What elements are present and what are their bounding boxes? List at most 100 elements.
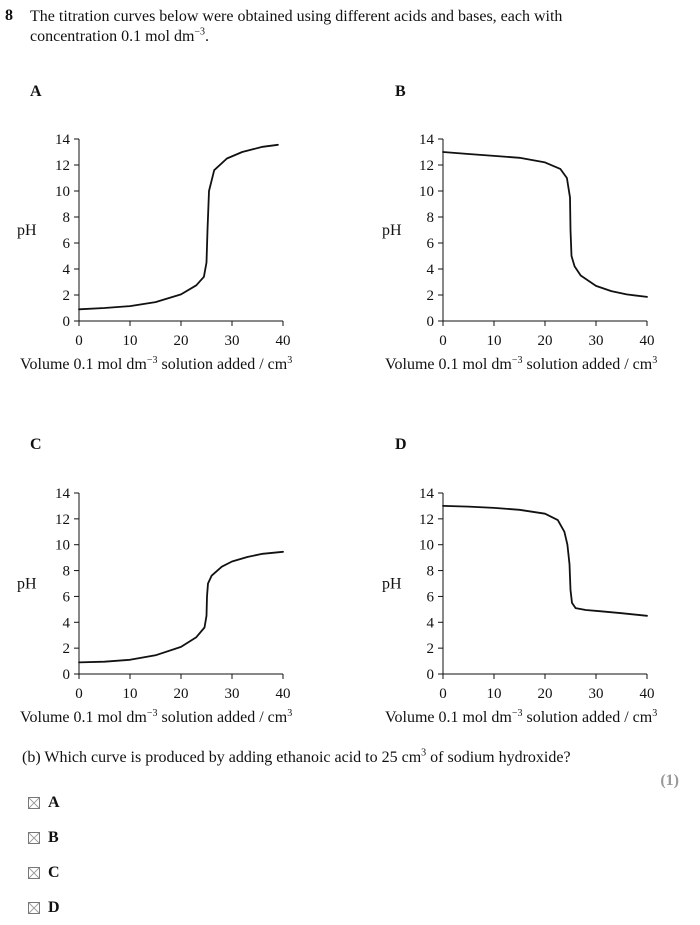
intro-line-1: The titration curves below were obtained… bbox=[30, 8, 563, 25]
y-tick-label: 0 bbox=[427, 314, 435, 330]
chart-a: A 0 2 4 6 8 10 12 14 0 10 20 30 40 pH Volume 0.1 mol dm… bbox=[17, 83, 292, 373]
option-c-label: C bbox=[48, 863, 60, 881]
titration-curve-c bbox=[78, 550, 284, 664]
chart-label-d: D bbox=[395, 436, 407, 453]
chart-label-b: B bbox=[395, 83, 406, 100]
x-axis-label-text: Volume 0.1 mol dm bbox=[20, 709, 147, 726]
question-part-b: (b) Which curve is produced by adding et… bbox=[22, 748, 571, 767]
y-tick-label: 10 bbox=[55, 184, 70, 200]
x-axis-label-text: solution added / cm bbox=[157, 356, 287, 373]
question-intro: The titration curves below were obtained… bbox=[30, 7, 680, 47]
y-tick-label: 14 bbox=[419, 132, 435, 148]
option-b[interactable]: B bbox=[28, 820, 60, 855]
chart-c: C 0 2 4 6 8 10 12 14 0 10 20 30 40 pH Volume 0.1 mol dm… bbox=[17, 436, 292, 726]
x-axis-label: Volume 0.1 mol dm−3 solution added / cm3 bbox=[385, 708, 657, 726]
chart-b: B 0 2 4 6 8 10 12 14 0 10 20 30 40 pH Volume 0.1 mol dm… bbox=[382, 83, 657, 373]
x-tick-label: 20 bbox=[538, 333, 553, 349]
x-tick-label: 0 bbox=[75, 686, 83, 702]
y-tick-label: 8 bbox=[427, 564, 435, 580]
option-c[interactable]: C bbox=[28, 855, 60, 890]
x-tick-label: 10 bbox=[487, 686, 502, 702]
intro-line-2-end: . bbox=[205, 28, 210, 45]
chart-label-c: C bbox=[30, 436, 42, 453]
y-tick-label: 8 bbox=[427, 210, 435, 226]
question-part-b-text: (b) Which curve is produced by adding et… bbox=[22, 749, 422, 766]
x-axis-label-superscript: 3 bbox=[287, 355, 292, 366]
x-axis-label-text: Volume 0.1 mol dm bbox=[385, 709, 512, 726]
checkbox-icon[interactable] bbox=[28, 796, 40, 809]
x-axis-label-superscript: 3 bbox=[652, 708, 657, 719]
chart-label-a: A bbox=[30, 83, 42, 100]
x-axis-label: Volume 0.1 mol dm−3 solution added / cm3 bbox=[20, 355, 292, 373]
x-tick-label: 30 bbox=[589, 686, 604, 702]
marks-indicator: (1) bbox=[660, 772, 679, 789]
y-tick-label: 6 bbox=[63, 236, 71, 252]
x-axis-label-text: Volume 0.1 mol dm bbox=[385, 356, 512, 373]
x-axis-label-text: Volume 0.1 mol dm bbox=[20, 356, 147, 373]
y-axis-label: pH bbox=[382, 222, 402, 239]
x-tick-label: 20 bbox=[174, 333, 189, 349]
intro-line-2: concentration 0.1 mol dm−3. bbox=[30, 27, 680, 47]
y-tick-label: 10 bbox=[419, 184, 434, 200]
y-tick-label: 0 bbox=[63, 667, 71, 683]
checkbox-icon[interactable] bbox=[28, 901, 40, 914]
option-a-label: A bbox=[48, 793, 60, 811]
y-tick-label: 10 bbox=[55, 538, 70, 554]
titration-curve-b bbox=[442, 151, 648, 298]
x-tick-label: 40 bbox=[276, 686, 291, 702]
y-tick-label: 6 bbox=[427, 589, 435, 605]
y-tick-label: 6 bbox=[427, 236, 435, 252]
y-tick-label: 8 bbox=[63, 210, 71, 226]
x-axis-label: Volume 0.1 mol dm−3 solution added / cm3 bbox=[385, 355, 657, 373]
x-axis-label-text: solution added / cm bbox=[157, 709, 287, 726]
x-tick-label: 0 bbox=[439, 333, 447, 349]
x-tick-label: 30 bbox=[589, 333, 604, 349]
y-tick-label: 10 bbox=[419, 538, 434, 554]
y-tick-label: 6 bbox=[63, 589, 71, 605]
x-tick-label: 10 bbox=[123, 686, 138, 702]
x-tick-label: 40 bbox=[640, 686, 655, 702]
intro-line-2-text: concentration 0.1 mol dm bbox=[30, 28, 195, 45]
x-tick-label: 40 bbox=[640, 333, 655, 349]
x-tick-label: 20 bbox=[174, 686, 189, 702]
x-tick-label: 40 bbox=[276, 333, 291, 349]
answer-options: A B C D bbox=[28, 785, 60, 925]
y-tick-label: 14 bbox=[55, 486, 71, 502]
x-axis-label-superscript: −3 bbox=[147, 708, 158, 719]
option-d[interactable]: D bbox=[28, 890, 60, 925]
y-tick-label: 4 bbox=[427, 262, 435, 278]
y-tick-label: 12 bbox=[55, 512, 70, 528]
y-tick-label: 4 bbox=[427, 615, 435, 631]
intro-line-2-superscript: −3 bbox=[194, 26, 206, 38]
checkbox-icon[interactable] bbox=[28, 831, 40, 844]
titration-curve-a bbox=[78, 143, 279, 311]
question-part-b-end: of sodium hydroxide? bbox=[426, 749, 571, 766]
checkbox-icon[interactable] bbox=[28, 866, 40, 879]
titration-curve-d bbox=[442, 505, 648, 617]
y-tick-label: 2 bbox=[63, 641, 71, 657]
y-tick-label: 14 bbox=[419, 486, 435, 502]
y-tick-label: 12 bbox=[55, 158, 70, 174]
y-tick-label: 12 bbox=[419, 158, 434, 174]
y-tick-label: 2 bbox=[63, 288, 71, 304]
x-tick-label: 0 bbox=[439, 686, 447, 702]
y-tick-label: 12 bbox=[419, 512, 434, 528]
y-tick-label: 8 bbox=[63, 564, 71, 580]
option-d-label: D bbox=[48, 898, 60, 916]
question-number: 8 bbox=[5, 7, 13, 24]
y-tick-label: 0 bbox=[427, 667, 435, 683]
y-tick-label: 4 bbox=[63, 615, 71, 631]
x-tick-label: 10 bbox=[487, 333, 502, 349]
x-axis-label-text: solution added / cm bbox=[522, 709, 652, 726]
y-tick-label: 4 bbox=[63, 262, 71, 278]
option-a[interactable]: A bbox=[28, 785, 60, 820]
x-tick-label: 30 bbox=[225, 333, 240, 349]
chart-d: D 0 2 4 6 8 10 12 14 0 10 20 30 40 pH Volume 0.1 mol dm… bbox=[382, 436, 657, 726]
x-tick-label: 20 bbox=[538, 686, 553, 702]
y-axis-label: pH bbox=[17, 576, 37, 593]
y-axis-label: pH bbox=[17, 222, 37, 239]
x-tick-label: 30 bbox=[225, 686, 240, 702]
option-b-label: B bbox=[48, 828, 59, 846]
y-tick-label: 14 bbox=[55, 132, 71, 148]
